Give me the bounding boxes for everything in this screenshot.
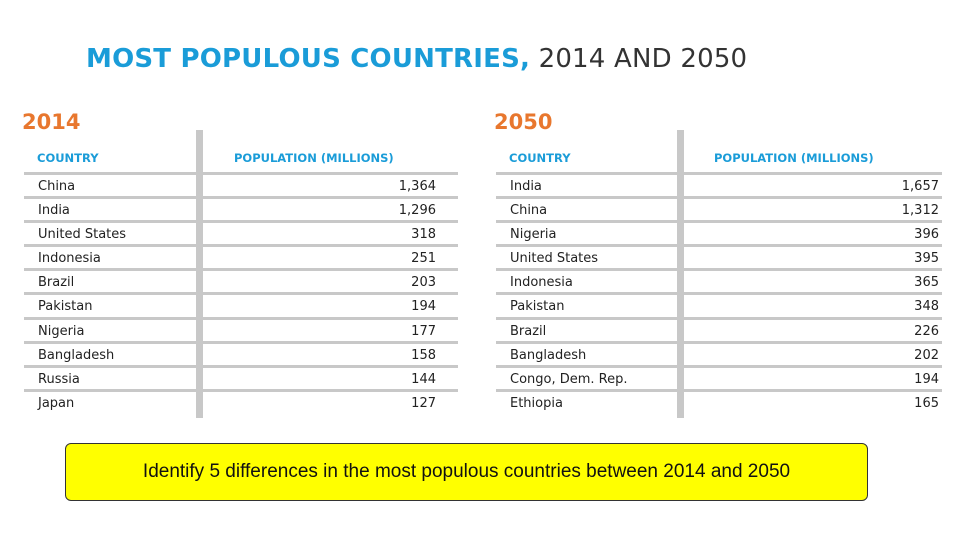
country-name: Ethiopia [510, 395, 563, 411]
country-name: Indonesia [38, 251, 101, 267]
table-row: Brazil 203 [24, 268, 458, 292]
table-row: Bangladesh 158 [24, 340, 458, 365]
table-row: Indonesia 365 [496, 268, 942, 292]
table-row: United States 318 [24, 220, 458, 244]
table-body: China 1,364 India 1,296 United States 318 Indo… [24, 172, 458, 413]
table-row: India 1,657 [496, 172, 942, 196]
table-row: Brazil 226 [496, 316, 942, 341]
population-value: 177 [411, 323, 436, 339]
population-value: 194 [914, 371, 939, 387]
country-name: United States [510, 251, 599, 267]
country-name: Brazil [510, 323, 547, 339]
population-value: 202 [914, 347, 939, 363]
table-row: China 1,312 [496, 196, 942, 220]
table-row: Japan 127 [24, 388, 458, 413]
population-value: 1,312 [901, 203, 939, 219]
country-name: Bangladesh [38, 347, 115, 363]
population-value: 203 [411, 275, 436, 291]
population-value: 226 [914, 323, 939, 339]
population-value: 194 [411, 299, 436, 315]
population-value: 127 [411, 395, 436, 411]
table-row: Nigeria 396 [496, 220, 942, 244]
table-2050: COUNTRY POPULATION (MILLIONS) India 1,657… [496, 130, 942, 418]
population-value: 1,657 [901, 179, 939, 194]
instruction-text: Identify 5 differences in the most popul… [142, 461, 791, 482]
table-row: Bangladesh 202 [496, 340, 942, 365]
country-name: Nigeria [38, 323, 85, 339]
country-name: United States [38, 227, 127, 243]
population-value: 144 [411, 371, 436, 387]
column-header-population: POPULATION (MILLIONS) [714, 151, 874, 165]
column-header-country: COUNTRY [37, 151, 99, 165]
table-row: Pakistan 348 [496, 292, 942, 316]
population-value: 1,364 [398, 179, 436, 194]
column-header-country: COUNTRY [509, 151, 571, 165]
country-name: Japan [38, 395, 75, 411]
table-row: China 1,364 [24, 172, 458, 196]
country-name: China [510, 203, 548, 219]
year-heading-2050: 2050 [494, 110, 553, 134]
population-value: 1,296 [398, 203, 436, 219]
title-main: MOST POPULOUS COUNTRIES, [86, 44, 531, 74]
table-row: Nigeria 177 [24, 316, 458, 341]
table-row: United States 395 [496, 244, 942, 268]
country-name: Russia [38, 371, 80, 387]
column-divider [677, 130, 684, 418]
population-value: 396 [914, 227, 939, 243]
country-name: Indonesia [510, 275, 573, 291]
instruction-callout: Identify 5 differences in the most popul… [65, 443, 868, 501]
population-value: 158 [411, 347, 436, 363]
population-value: 251 [411, 251, 436, 267]
country-name: Nigeria [510, 227, 557, 243]
country-name: Pakistan [510, 299, 565, 315]
population-value: 395 [914, 251, 939, 267]
country-name: India [510, 179, 542, 194]
table-row: Pakistan 194 [24, 292, 458, 316]
population-value: 365 [914, 275, 939, 291]
table-body: India 1,657 China 1,312 Nigeria 396 United Sta… [496, 172, 942, 413]
population-value: 348 [914, 299, 939, 315]
country-name: Bangladesh [510, 347, 587, 363]
title-years: 2014 AND 2050 [538, 44, 748, 74]
column-header-population: POPULATION (MILLIONS) [234, 151, 394, 165]
population-value: 165 [914, 395, 939, 411]
year-heading-2014: 2014 [22, 110, 81, 134]
country-name: China [38, 179, 76, 194]
table-row: Russia 144 [24, 364, 458, 389]
table-row: Indonesia 251 [24, 244, 458, 268]
country-name: India [38, 203, 70, 219]
table-2014: COUNTRY POPULATION (MILLIONS) China 1,364… [24, 130, 458, 418]
country-name: Congo, Dem. Rep. [510, 371, 628, 387]
country-name: Brazil [38, 275, 75, 291]
table-row: Ethiopia 165 [496, 388, 942, 413]
table-row: Congo, Dem. Rep. 194 [496, 364, 942, 389]
country-name: Pakistan [38, 299, 93, 315]
page-title: MOST POPULOUS COUNTRIES, 2014 AND 2050 [86, 44, 747, 74]
population-value: 318 [411, 227, 436, 243]
table-row: India 1,296 [24, 196, 458, 220]
column-divider [196, 130, 203, 418]
